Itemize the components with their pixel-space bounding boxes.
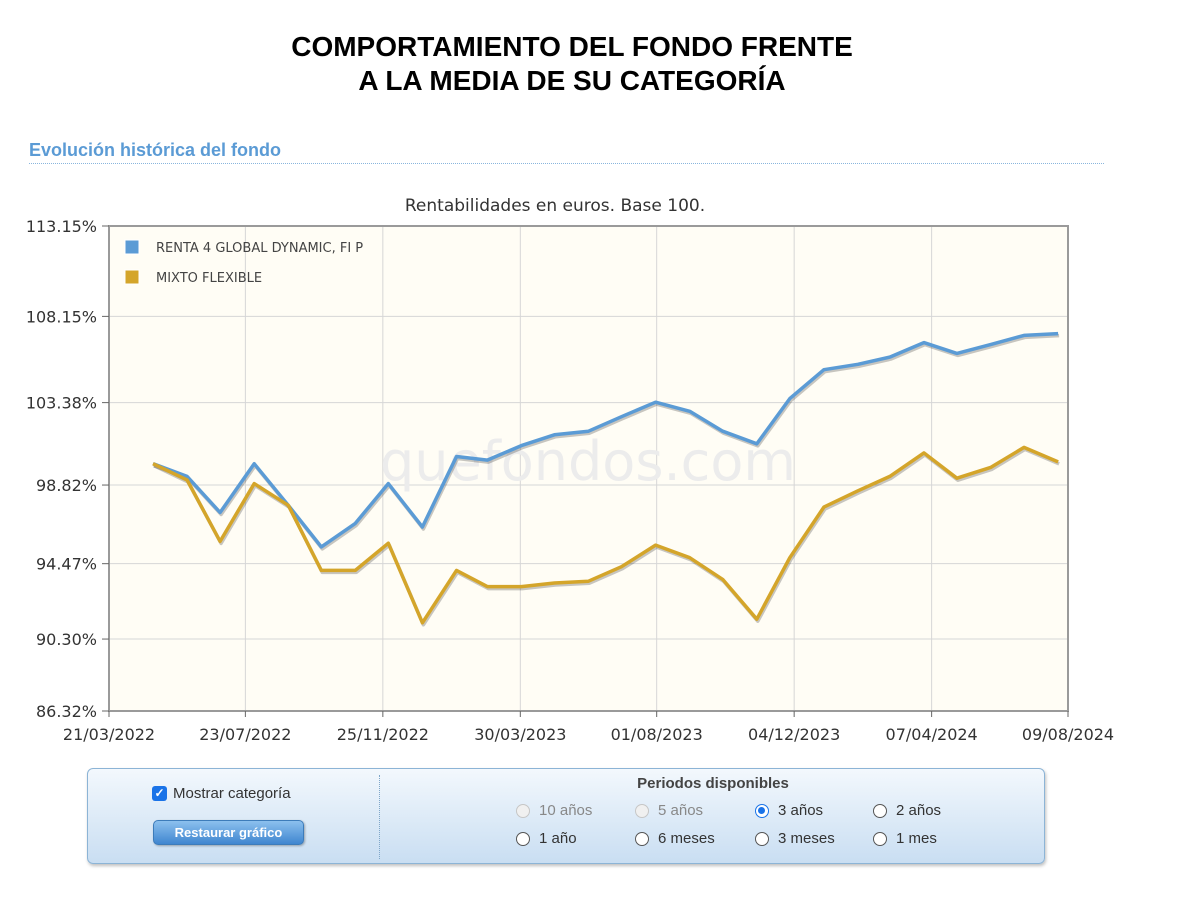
- y-tick-label: 94.47%: [36, 555, 97, 574]
- chart-grid: [109, 226, 1068, 711]
- chart-watermark: quefondos.com: [380, 430, 796, 493]
- x-tick-label: 25/11/2022: [337, 725, 429, 744]
- show-category-label: Mostrar categoría: [173, 785, 291, 802]
- period-label: 6 meses: [658, 830, 715, 847]
- y-axis-ticks: 113.15% 108.15% 103.38% 98.82% 94.47% 90.30% 8…: [26, 217, 109, 721]
- period-option[interactable]: 3 meses: [755, 830, 835, 847]
- x-tick-label: 04/12/2023: [748, 725, 840, 744]
- chart-legend: RENTA 4 GLOBAL DYNAMIC, FI P MIXTO FLEXIB…: [124, 239, 363, 286]
- x-tick-label: 21/03/2022: [63, 725, 155, 744]
- show-category-checkbox[interactable]: ✓: [152, 786, 167, 801]
- periods-title: Periodos disponibles: [637, 775, 789, 792]
- period-label: 10 años: [539, 802, 593, 819]
- period-option: 10 años: [516, 802, 592, 819]
- period-option[interactable]: 1 mes: [873, 830, 937, 847]
- x-tick-label: 01/08/2023: [611, 725, 703, 744]
- y-tick-label: 98.82%: [36, 476, 97, 495]
- legend-swatch: [124, 239, 140, 255]
- x-axis-ticks: 21/03/2022 23/07/2022 25/11/2022 30/03/2023…: [63, 711, 1114, 744]
- page-headline-line2: A LA MEDIA DE SU CATEGORÍA: [358, 65, 786, 96]
- period-option[interactable]: 1 año: [516, 830, 577, 847]
- period-label: 3 meses: [778, 830, 835, 847]
- section-title: Evolución histórica del fondo: [29, 140, 282, 160]
- period-label: 3 años: [778, 802, 824, 819]
- x-tick-label: 07/04/2024: [886, 725, 978, 744]
- period-radio: [516, 803, 530, 818]
- period-radio[interactable]: [755, 831, 769, 846]
- y-tick-label: 113.15%: [26, 217, 97, 236]
- x-tick-label: 23/07/2022: [199, 725, 291, 744]
- period-radio[interactable]: [635, 831, 649, 846]
- period-label: 1 año: [539, 830, 577, 847]
- panel-divider: [379, 775, 380, 859]
- chart-controls-panel: ✓ Mostrar categoría Restaurar gráfico Pe…: [87, 768, 1045, 864]
- period-label: 5 años: [658, 802, 704, 819]
- x-tick-label: 30/03/2023: [474, 725, 566, 744]
- series-line-fund: [152, 331, 1059, 549]
- period-option: 5 años: [635, 802, 703, 819]
- legend-label: MIXTO FLEXIBLE: [156, 271, 262, 286]
- section-divider: [29, 163, 1104, 164]
- period-radio[interactable]: [873, 831, 887, 846]
- y-tick-label: 108.15%: [26, 307, 97, 326]
- chart-series: [152, 331, 1060, 627]
- period-radio: [635, 803, 649, 818]
- y-tick-label: 90.30%: [36, 630, 97, 649]
- restore-chart-button[interactable]: Restaurar gráfico: [153, 820, 304, 845]
- legend-label: RENTA 4 GLOBAL DYNAMIC, FI P: [156, 241, 363, 256]
- plot-background: [109, 226, 1068, 711]
- period-radio[interactable]: [755, 803, 769, 818]
- chart-title: Rentabilidades en euros. Base 100.: [405, 196, 705, 216]
- period-option[interactable]: 3 años: [755, 802, 823, 819]
- plot-frame: [108, 225, 1069, 712]
- show-category-control[interactable]: ✓ Mostrar categoría: [152, 785, 291, 802]
- period-option[interactable]: 6 meses: [635, 830, 715, 847]
- y-tick-label: 103.38%: [26, 394, 97, 413]
- x-tick-label: 09/08/2024: [1022, 725, 1114, 744]
- page-headline-line1: COMPORTAMIENTO DEL FONDO FRENTE: [291, 31, 853, 62]
- period-label: 2 años: [896, 802, 942, 819]
- fund-performance-chart: quefondos.com Rentabilidades en euros. B…: [26, 196, 1114, 744]
- y-tick-label: 86.32%: [36, 702, 97, 721]
- period-radio[interactable]: [516, 831, 530, 846]
- series-line-category: [152, 445, 1059, 625]
- period-option[interactable]: 2 años: [873, 802, 941, 819]
- legend-swatch: [124, 269, 140, 285]
- period-label: 1 mes: [896, 830, 937, 847]
- period-radio[interactable]: [873, 803, 887, 818]
